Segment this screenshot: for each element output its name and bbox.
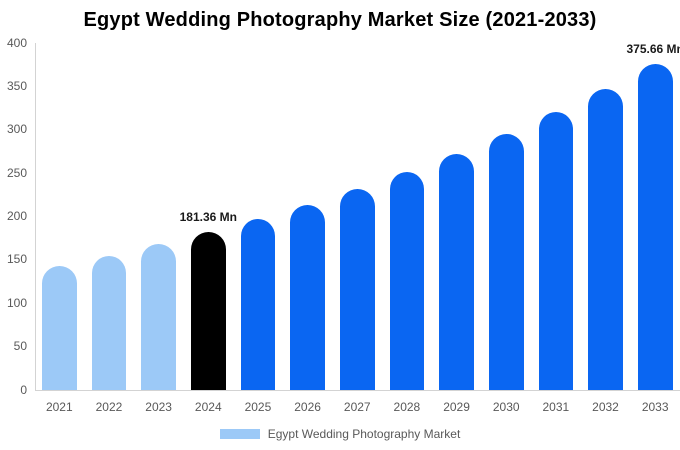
plot-area: 0 50 100 150 200 250 300 350 400 2021 2022 2023 2024… <box>7 37 680 414</box>
x-tick-label: 2031 <box>542 399 570 414</box>
y-tick-label: 200 <box>6 209 27 223</box>
y-axis-line <box>34 42 36 390</box>
x-tick-label: 2025 <box>244 399 272 414</box>
y-tick-label: 50 <box>13 339 27 354</box>
x-tick-label: 2033 <box>641 399 669 414</box>
bar-2033 <box>637 63 673 390</box>
x-tick-label: 2028 <box>393 399 421 414</box>
bar-2032 <box>588 88 623 390</box>
x-tick-label: 2022 <box>95 399 123 414</box>
y-tick-label: 100 <box>6 295 27 310</box>
bar-2030 <box>488 133 524 390</box>
x-tick-label: 2029 <box>443 399 470 414</box>
bar-2029 <box>439 153 474 390</box>
y-tick-label: 400 <box>6 35 27 50</box>
bar-2028 <box>389 172 425 390</box>
bar-2031 <box>538 112 574 390</box>
x-tick-label: 2024 <box>194 399 222 414</box>
bar-2023 <box>141 244 176 390</box>
x-tick-label: 2023 <box>145 399 172 414</box>
y-tick-label: 350 <box>6 78 27 93</box>
x-tick-label: 2030 <box>492 399 520 414</box>
bar-annotation: 375.66 Mn <box>626 41 680 56</box>
x-tick-label: 2021 <box>45 399 73 414</box>
x-tick-label: 2027 <box>343 399 371 414</box>
bar-2024 <box>190 232 226 390</box>
y-tick-label: 150 <box>6 252 27 267</box>
x-tick-label: 2032 <box>592 399 619 414</box>
bar-2025 <box>240 218 276 390</box>
bar-2026 <box>290 204 325 390</box>
y-tick-label: 250 <box>6 165 27 180</box>
y-tick-label: 300 <box>6 122 27 137</box>
x-tick-label: 2026 <box>294 399 321 414</box>
bar-annotation: 181.36 Mn <box>179 210 237 225</box>
x-axis-line <box>34 389 680 391</box>
bar-2022 <box>91 255 127 390</box>
y-tick-label: 0 <box>20 382 27 397</box>
chart-title: Egypt Wedding Photography Market Size (2… <box>83 9 597 31</box>
bar-2021 <box>41 266 77 390</box>
legend-label: Egypt Wedding Photography Market <box>267 427 461 441</box>
legend-swatch <box>219 429 260 439</box>
bar-2027 <box>339 188 375 390</box>
legend: Egypt Wedding Photography Market <box>0 427 680 441</box>
